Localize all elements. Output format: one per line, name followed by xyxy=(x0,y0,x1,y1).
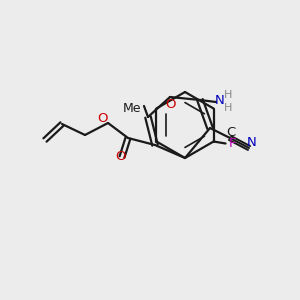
Text: O: O xyxy=(166,98,176,112)
Text: H: H xyxy=(224,103,232,113)
Text: C: C xyxy=(226,127,236,140)
Text: Me: Me xyxy=(123,101,141,115)
Text: N: N xyxy=(247,136,257,149)
Text: F: F xyxy=(229,137,236,150)
Text: O: O xyxy=(116,149,126,163)
Text: H: H xyxy=(224,90,232,100)
Text: N: N xyxy=(215,94,225,107)
Text: O: O xyxy=(98,112,108,124)
